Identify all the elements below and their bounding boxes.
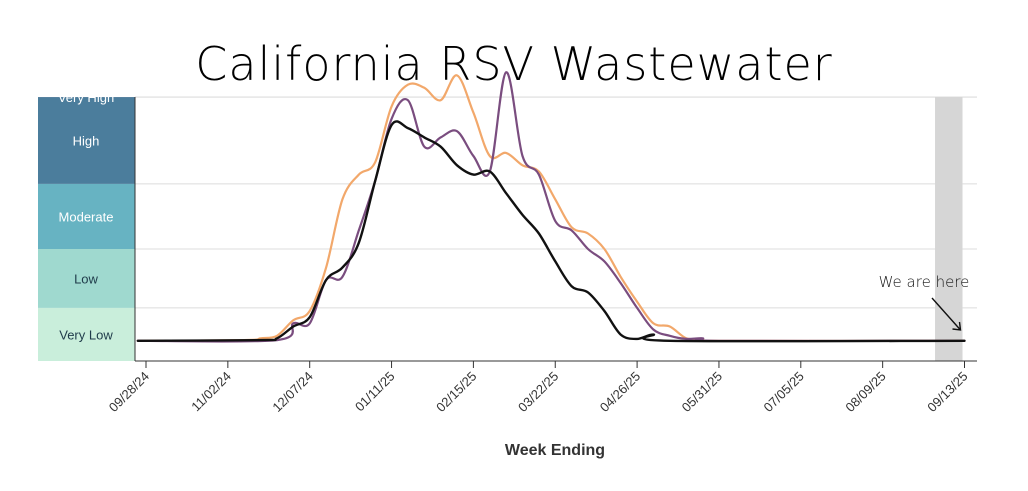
level-label-high: High — [73, 134, 100, 149]
x-tick-label: 04/26/25 — [597, 369, 643, 415]
level-band-moderate — [38, 183, 135, 249]
x-tick-label: 07/05/25 — [761, 369, 807, 415]
x-tick-label: 01/11/25 — [352, 369, 398, 415]
current-week-highlight — [935, 97, 963, 361]
level-band-high — [38, 97, 135, 184]
x-tick-label: 12/07/24 — [269, 369, 315, 415]
chart-title: California RSV Wastewater — [195, 37, 832, 91]
series-line-black — [136, 120, 966, 343]
gridlines — [134, 96, 977, 361]
x-tick-label: 11/02/24 — [188, 369, 234, 415]
level-label-moderate: Moderate — [59, 209, 114, 224]
we-are-here-annotation: We are here — [879, 273, 970, 331]
level-band-very-low — [38, 307, 135, 361]
level-label-very-low: Very Low — [59, 327, 113, 342]
x-tick-label: 03/22/25 — [515, 369, 561, 415]
arrow-icon — [931, 297, 962, 331]
x-tick-label: 05/31/25 — [679, 369, 725, 415]
x-tick-label: 08/09/25 — [842, 369, 888, 415]
x-axis-title: Week Ending — [505, 442, 605, 459]
x-tick-label: 09/28/24 — [106, 369, 152, 415]
level-bands: Very Low Low Moderate High Very High — [38, 90, 135, 361]
x-tick-label: 09/13/25 — [924, 369, 970, 415]
series-line-orange — [136, 74, 966, 343]
level-label-very-high: Very High — [58, 90, 114, 105]
x-axis-ticks: 09/28/24 11/02/24 12/07/24 01/11/25 02/15/25… — [106, 361, 971, 415]
level-band-low — [38, 249, 135, 308]
annotation-text: We are here — [879, 273, 970, 291]
series-line-purple — [136, 71, 966, 343]
series-lines — [136, 71, 966, 343]
level-label-low: Low — [74, 271, 98, 286]
x-tick-label: 02/15/25 — [433, 369, 479, 415]
